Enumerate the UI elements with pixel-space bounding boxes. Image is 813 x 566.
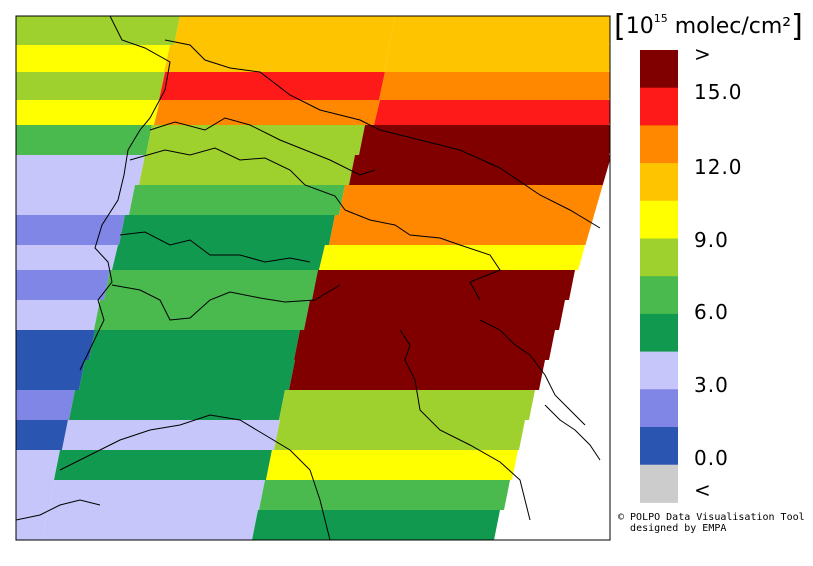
map-pixel [16, 215, 125, 245]
border-line [344, 209, 501, 301]
colorbar-swatch [640, 163, 678, 202]
colorbar-swatch [640, 238, 678, 277]
colorbar-swatch [640, 125, 678, 164]
colorbar-swatch [640, 389, 678, 428]
map-pixel [16, 450, 60, 480]
map-pixel [16, 16, 180, 45]
map-pixel [146, 125, 365, 155]
map-pixel [374, 100, 610, 125]
colorbar-swatch [640, 464, 678, 503]
colorbar-swatch [640, 351, 678, 390]
colorbar-tick-label: 3.0 [694, 373, 729, 397]
map-pixel [16, 420, 68, 450]
map-pixel [16, 155, 145, 185]
map-pixel [16, 300, 100, 330]
coastline [544, 404, 601, 461]
map-pixel [312, 270, 575, 300]
colorbar-swatch [640, 87, 678, 126]
colorbar-tick-label: < [694, 478, 712, 502]
map-pixel [49, 480, 265, 510]
colorbar-swatch [640, 427, 678, 466]
map-pixel [319, 245, 585, 270]
map-pixel [94, 300, 310, 330]
map-pixel [16, 480, 55, 510]
colorbar-swatch [640, 50, 678, 89]
map-pixel [16, 390, 75, 420]
map-pixel [379, 72, 610, 100]
map-pixel [42, 510, 258, 540]
map-pixel [164, 45, 390, 72]
colorbar-swatch [640, 276, 678, 315]
colorbar-tick-label: > [694, 42, 712, 66]
colorbar-tick-label: 6.0 [694, 300, 729, 324]
map-frame [15, 15, 611, 541]
map-pixel [329, 215, 600, 245]
map-pixel [349, 155, 610, 185]
coastline [479, 319, 586, 426]
map-pixel [266, 450, 518, 480]
map-pixel [252, 510, 500, 540]
map-pixel [16, 330, 95, 360]
map-pixel [359, 125, 610, 155]
map-pixel [16, 245, 118, 270]
map-pixel [16, 100, 160, 125]
map-pixel [16, 72, 165, 100]
map-pixel [89, 330, 300, 360]
map-pixel [112, 245, 325, 270]
swath-edge [500, 160, 610, 540]
border-line [111, 284, 341, 321]
map-pixel [16, 125, 152, 155]
map-pixel [304, 300, 565, 330]
map-pixel [16, 360, 85, 390]
border-line [149, 117, 376, 176]
map-pixel [384, 45, 610, 72]
map-pixel [339, 185, 610, 215]
map-pixel [79, 360, 295, 390]
coastline [399, 329, 531, 521]
map-area [16, 16, 610, 540]
map-pixel [16, 45, 170, 72]
colorbar-tick-label: 15.0 [694, 80, 743, 104]
map-pixel [69, 390, 285, 420]
map-pixel [129, 185, 345, 215]
map-pixel [154, 100, 380, 125]
colorbar-swatch [640, 313, 678, 353]
map-pixel [16, 510, 48, 540]
colorbar-tick-label: 0.0 [694, 446, 729, 470]
map-pixel [62, 420, 280, 450]
colorbar [640, 50, 678, 503]
colorbar-tick-label: 12.0 [694, 155, 743, 179]
border-line [164, 39, 601, 229]
border-line [79, 16, 171, 371]
map-pixel [16, 270, 110, 300]
border-line [119, 231, 311, 263]
map-pixel [289, 360, 545, 390]
map-pixel [16, 185, 135, 215]
map-pixel [119, 215, 335, 245]
map-pixel [274, 420, 525, 450]
map-pixel [259, 480, 510, 510]
satellite-pixel-grid [16, 16, 610, 540]
coastline [59, 414, 331, 540]
map-pixel [159, 72, 385, 100]
map-pixel [54, 450, 272, 480]
colorbar-tick-label: 9.0 [694, 228, 729, 252]
border-line [129, 147, 346, 211]
map-pixel [389, 16, 610, 45]
map-pixel [139, 155, 355, 185]
colorbar-swatch [640, 200, 678, 239]
coastline-borders [16, 16, 601, 540]
unit-label: [1015 molec/cm²] [614, 9, 803, 44]
credit-text: © POLPO Data Visualisation Tool designed… [618, 512, 805, 534]
map-pixel [104, 270, 318, 300]
map-pixel [174, 16, 395, 45]
map-pixel [294, 330, 555, 360]
coastline [16, 499, 101, 521]
map-pixel [279, 390, 535, 420]
